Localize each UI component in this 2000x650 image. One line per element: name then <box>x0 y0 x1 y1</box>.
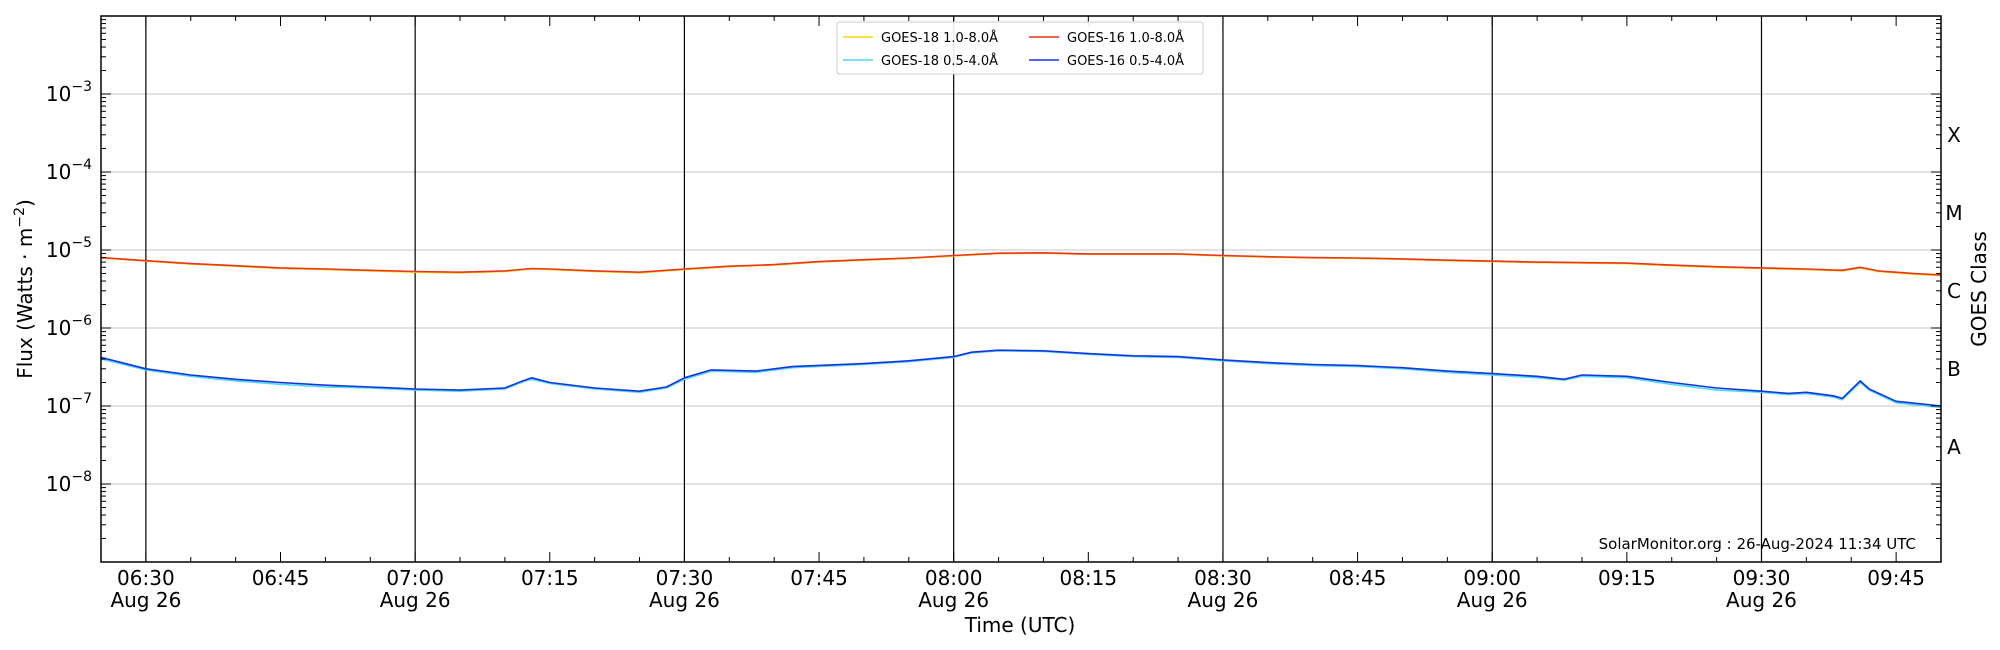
legend-entry-label: GOES-16 0.5-4.0Å <box>1067 53 1184 69</box>
goes-class-label: C <box>1947 279 1961 303</box>
plot-frame <box>100 15 1942 563</box>
x-tick-label: 07:45 <box>790 566 848 590</box>
x-tick-label: 07:00 <box>386 566 444 590</box>
y-axis-title-main: Flux (Watts · m <box>13 228 37 379</box>
vertical-time-lines <box>145 16 1763 562</box>
legend: GOES-18 1.0-8.0Å GOES-18 0.5-4.0Å GOES-16 … <box>836 21 1204 75</box>
y-tick-exponent: −5 <box>71 235 92 251</box>
x-tick-date-label: Aug 26 <box>1188 588 1259 612</box>
grid-layer <box>101 93 1941 485</box>
y-tick-base: 10 <box>46 238 71 262</box>
y-tick-base: 10 <box>46 316 71 340</box>
goes-class-label: M <box>1945 201 1962 225</box>
x-tick-label: 07:30 <box>656 566 714 590</box>
x-tick-label: 06:45 <box>252 566 310 590</box>
x-tick-label: 09:30 <box>1733 566 1791 590</box>
goes-class-axis-title: GOES Class <box>1967 231 1991 347</box>
series-line-3 <box>100 349 1942 407</box>
y-tick-label: 10−6 <box>46 313 92 340</box>
x-tick-label: 08:30 <box>1194 566 1252 590</box>
x-axis-title: Time (UTC) <box>964 613 1076 637</box>
y-axis-title-close: ) <box>13 199 37 207</box>
series-layer <box>100 252 1942 409</box>
y-tick-exponent: −6 <box>71 313 92 329</box>
y-axis-title: Flux (Watts · m−2) <box>12 199 37 379</box>
x-tick-label: 06:30 <box>117 566 175 590</box>
y-axis-title-exponent: −2 <box>12 207 28 228</box>
x-tick-date-label: Aug 26 <box>649 588 720 612</box>
credit-annotation: SolarMonitor.org : 26-Aug-2024 11:34 UTC <box>1599 535 1916 553</box>
x-tick-label: 07:15 <box>521 566 579 590</box>
legend-entry-label: GOES-18 0.5-4.0Å <box>881 53 998 69</box>
legend-entry-label: GOES-18 1.0-8.0Å <box>881 30 998 46</box>
y-tick-exponent: −4 <box>71 157 92 173</box>
goes-class-label: A <box>1947 435 1961 459</box>
tick-layer <box>100 16 1942 563</box>
y-tick-base: 10 <box>46 160 71 184</box>
x-tick-date-label: Aug 26 <box>918 588 989 612</box>
y-tick-label: 10−8 <box>46 469 92 496</box>
legend-entry-label: GOES-16 1.0-8.0Å <box>1067 30 1184 46</box>
x-tick-label: 09:45 <box>1867 566 1925 590</box>
y-tick-exponent: −3 <box>71 79 92 95</box>
series-line-1 <box>100 252 1942 276</box>
x-tick-label: 08:00 <box>925 566 983 590</box>
x-tick-label: 09:00 <box>1463 566 1521 590</box>
x-tick-label: 08:45 <box>1329 566 1387 590</box>
y-tick-label: 10−4 <box>46 157 92 184</box>
y-tick-label: 10−7 <box>46 391 92 418</box>
y-tick-base: 10 <box>46 394 71 418</box>
y-tick-base: 10 <box>46 82 71 106</box>
x-tick-date-label: Aug 26 <box>1457 588 1528 612</box>
y-tick-exponent: −8 <box>71 469 92 485</box>
goes-class-labels: A B C M X <box>1945 123 1962 459</box>
legend-box <box>836 21 1204 75</box>
goes-class-label: X <box>1947 123 1961 147</box>
goes-class-label: B <box>1947 357 1961 381</box>
y-tick-label: 10−5 <box>46 235 92 262</box>
y-tick-base: 10 <box>46 472 71 496</box>
x-tick-label: 08:15 <box>1059 566 1117 590</box>
x-tick-date-label: Aug 26 <box>110 588 181 612</box>
x-tick-date-label: Aug 26 <box>380 588 451 612</box>
y-tick-exponent: −7 <box>71 391 92 407</box>
x-tick-date-label: Aug 26 <box>1726 588 1797 612</box>
y-tick-label: 10−3 <box>46 79 92 106</box>
x-tick-label: 09:15 <box>1598 566 1656 590</box>
y-tick-labels: 10−810−710−610−510−410−3 <box>46 79 92 496</box>
